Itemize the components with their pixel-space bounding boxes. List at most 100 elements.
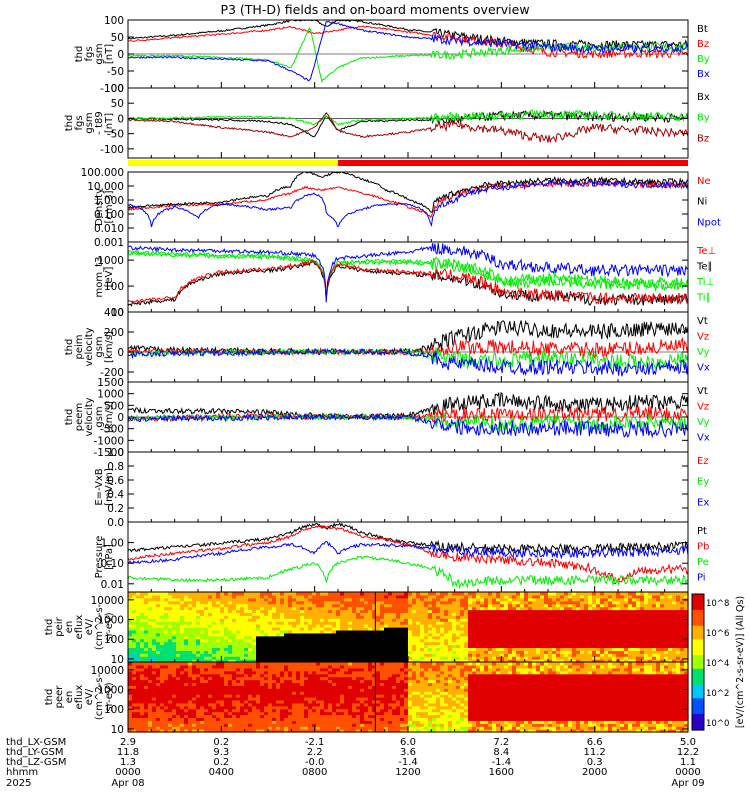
pressure-ylabel-line-0: Pressure: [94, 536, 105, 579]
peim_velocity-legend-3: Vx: [697, 363, 710, 374]
colorbar-cell-53: [692, 714, 704, 717]
colorbar-cell-6: [692, 607, 704, 611]
density-ytick-label-0: 0.001: [94, 237, 124, 249]
colorbar-cell-45: [692, 696, 704, 699]
fgs_gsm_t89-legend-1: By: [697, 113, 710, 124]
colorbar-cell-56: [692, 720, 704, 724]
colorbar-cell-41: [692, 686, 704, 690]
x-tick-hhmm-4: 1600: [489, 767, 514, 778]
colorbar-cell-39: [692, 682, 704, 686]
peem_velocity-ylabel-line-4: [km/s]: [104, 401, 115, 433]
efield-legend-2: Ex: [697, 497, 709, 508]
peim_velocity-series-Vx: [127, 347, 689, 377]
x-tick-lz-4: -1.4: [492, 757, 512, 768]
x-tick-lz-1: 0.2: [213, 757, 229, 768]
x-tick-lx-3: 6.0: [400, 737, 416, 748]
colorbar-cell-19: [692, 637, 704, 640]
fgs_gsm-legend-3: Bx: [697, 69, 710, 80]
colorbar-cell-23: [692, 646, 704, 649]
peer_eflux-ylabel-line-0: thd: [44, 689, 55, 706]
peem_velocity-ytick-label-2: -500: [100, 424, 124, 436]
efield-legend-0: Ez: [697, 456, 709, 467]
temperature-legend-1: Te∥: [696, 262, 713, 273]
efield-ylabel-line-0: E=-VxB: [94, 468, 105, 505]
peem_velocity-legend-3: Vx: [697, 433, 710, 444]
fgs_gsm_t89-series-Bz: [127, 111, 689, 144]
efield-ytick-label-5: 1.0: [107, 447, 124, 459]
colorbar-cell-48: [692, 702, 704, 706]
x-row-label-0: thd_LX-GSM: [6, 737, 66, 748]
fgs_gsm-ylabel-line-0: thd: [74, 46, 85, 63]
fgs_gsm-ytick-label-2: 0: [117, 49, 124, 61]
colorbar-cell-5: [692, 605, 704, 609]
fgs_gsm-ylabel-line-1: fgs: [84, 46, 95, 61]
fgs_gsm_t89-ylabel-line-2: gsm: [84, 112, 95, 133]
peem_velocity-ylabel: thdpeemvelocitygsm[km/s]: [64, 397, 115, 436]
temperature-series-Te⊥: [127, 259, 689, 306]
efield-ytick-label-4: 0.8: [107, 461, 124, 473]
temperature-ylabel-line-1: [eV]: [104, 267, 115, 288]
panel-peim_velocity: Vt Vz Vy Vx -200 0 200 400 thdpeimvelocitygsm[km…: [64, 307, 710, 383]
peir_eflux-ytick-label-1: 100: [104, 634, 124, 646]
colorbar-cell-24: [692, 648, 704, 652]
x-tick-lx-1: 0.2: [213, 737, 229, 748]
x-tick-ly-4: 8.4: [493, 747, 509, 758]
x-tick-lx-5: 6.6: [587, 737, 603, 748]
mode-bar-segment-1: [338, 160, 688, 166]
peim_velocity-legend-1: Vz: [697, 332, 709, 343]
x-tick-lz-3: -1.4: [398, 757, 418, 768]
peem_velocity-ylabel-line-3: gsm: [94, 406, 105, 427]
peim_velocity-legend-0: Vt: [697, 316, 708, 327]
colorbar-cell-34: [692, 671, 704, 674]
colorbar-cell-43: [692, 691, 704, 695]
peem_velocity-ytick-label-4: 500: [104, 400, 124, 412]
colorbar-cell-55: [692, 718, 704, 722]
density-legend-2: Npot: [697, 217, 721, 228]
fgs_gsm_t89-ytick-label-0: -100: [100, 144, 124, 156]
peer_eflux-ylabel-line-4: eV/: [84, 688, 95, 705]
density-ylabel-line-1: [cm-3]: [104, 190, 115, 223]
x-tick-lx-6: 5.0: [680, 737, 696, 748]
colorbar-cell-49: [692, 705, 704, 708]
colorbar-cell-58: [692, 725, 704, 729]
pressure-ylabel-line-1: [nPa]: [104, 544, 115, 570]
density-ylabel: Density[cm-3]: [94, 188, 115, 226]
fgs_gsm-ytick-label-0: -100: [100, 83, 124, 95]
peem_velocity-ytick-label-1: -1000: [93, 435, 124, 447]
peem_velocity-ytick-label-5: 1000: [97, 389, 124, 401]
peir_eflux-cells: [128, 592, 689, 663]
fgs_gsm_t89-series-By: [127, 109, 689, 126]
peim_velocity-ylabel: thdpeimvelocitygsm[km/s]: [64, 327, 115, 366]
colorbar-tick-3: 10^2: [706, 689, 729, 699]
temperature-series-Vi: [127, 242, 689, 303]
fgs_gsm-series-By: [127, 26, 689, 83]
fgs_gsm-ytick-label-4: 100: [104, 15, 124, 27]
colorbar-tick-1: 10^6: [706, 629, 729, 639]
x-tick-lx-2: -2.1: [305, 737, 325, 748]
efield-ytick-label-0: 0.0: [107, 517, 124, 529]
x-tick-hhmm-6: 0000: [675, 767, 700, 778]
mode-bar-segment-0: [128, 160, 338, 166]
colorbar-tick-4: 10^0: [706, 719, 729, 729]
fgs_gsm_t89-ylabel-line-1: fgs: [74, 115, 85, 130]
x-tick-hhmm-1: 0400: [209, 767, 234, 778]
colorbar-cell-4: [692, 603, 704, 606]
colorbar-cell-18: [692, 634, 704, 638]
pressure-ytick-label-2: 1.00: [101, 538, 124, 550]
peim_velocity-ylabel-line-1: peim: [74, 334, 85, 359]
x-tick-date-0: Apr 08: [111, 778, 144, 789]
peer_eflux-ytick-label-1: 100: [104, 704, 124, 716]
pressure-legend-3: Pi: [697, 573, 706, 584]
panel-fgs_gsm_t89: Bx By Bz -100 -50 0 50 100 thdfgsgsm- t89[nT]: [64, 83, 710, 159]
colorbar-label: [eV/(cm^2-s-sr-eV)] (All Qs): [735, 596, 746, 728]
efield-ytick-label-2: 0.4: [107, 489, 124, 501]
density-legend-1: Ni: [697, 197, 707, 208]
peem_velocity-legend-2: Vy: [697, 417, 710, 428]
peer_eflux-ytick-label-3: 10000: [91, 665, 124, 677]
fgs_gsm-legend-0: Bt: [697, 24, 708, 35]
fgs_gsm_t89-ytick-label-3: 50: [111, 98, 124, 110]
fgs_gsm_t89-bg: [128, 88, 688, 158]
